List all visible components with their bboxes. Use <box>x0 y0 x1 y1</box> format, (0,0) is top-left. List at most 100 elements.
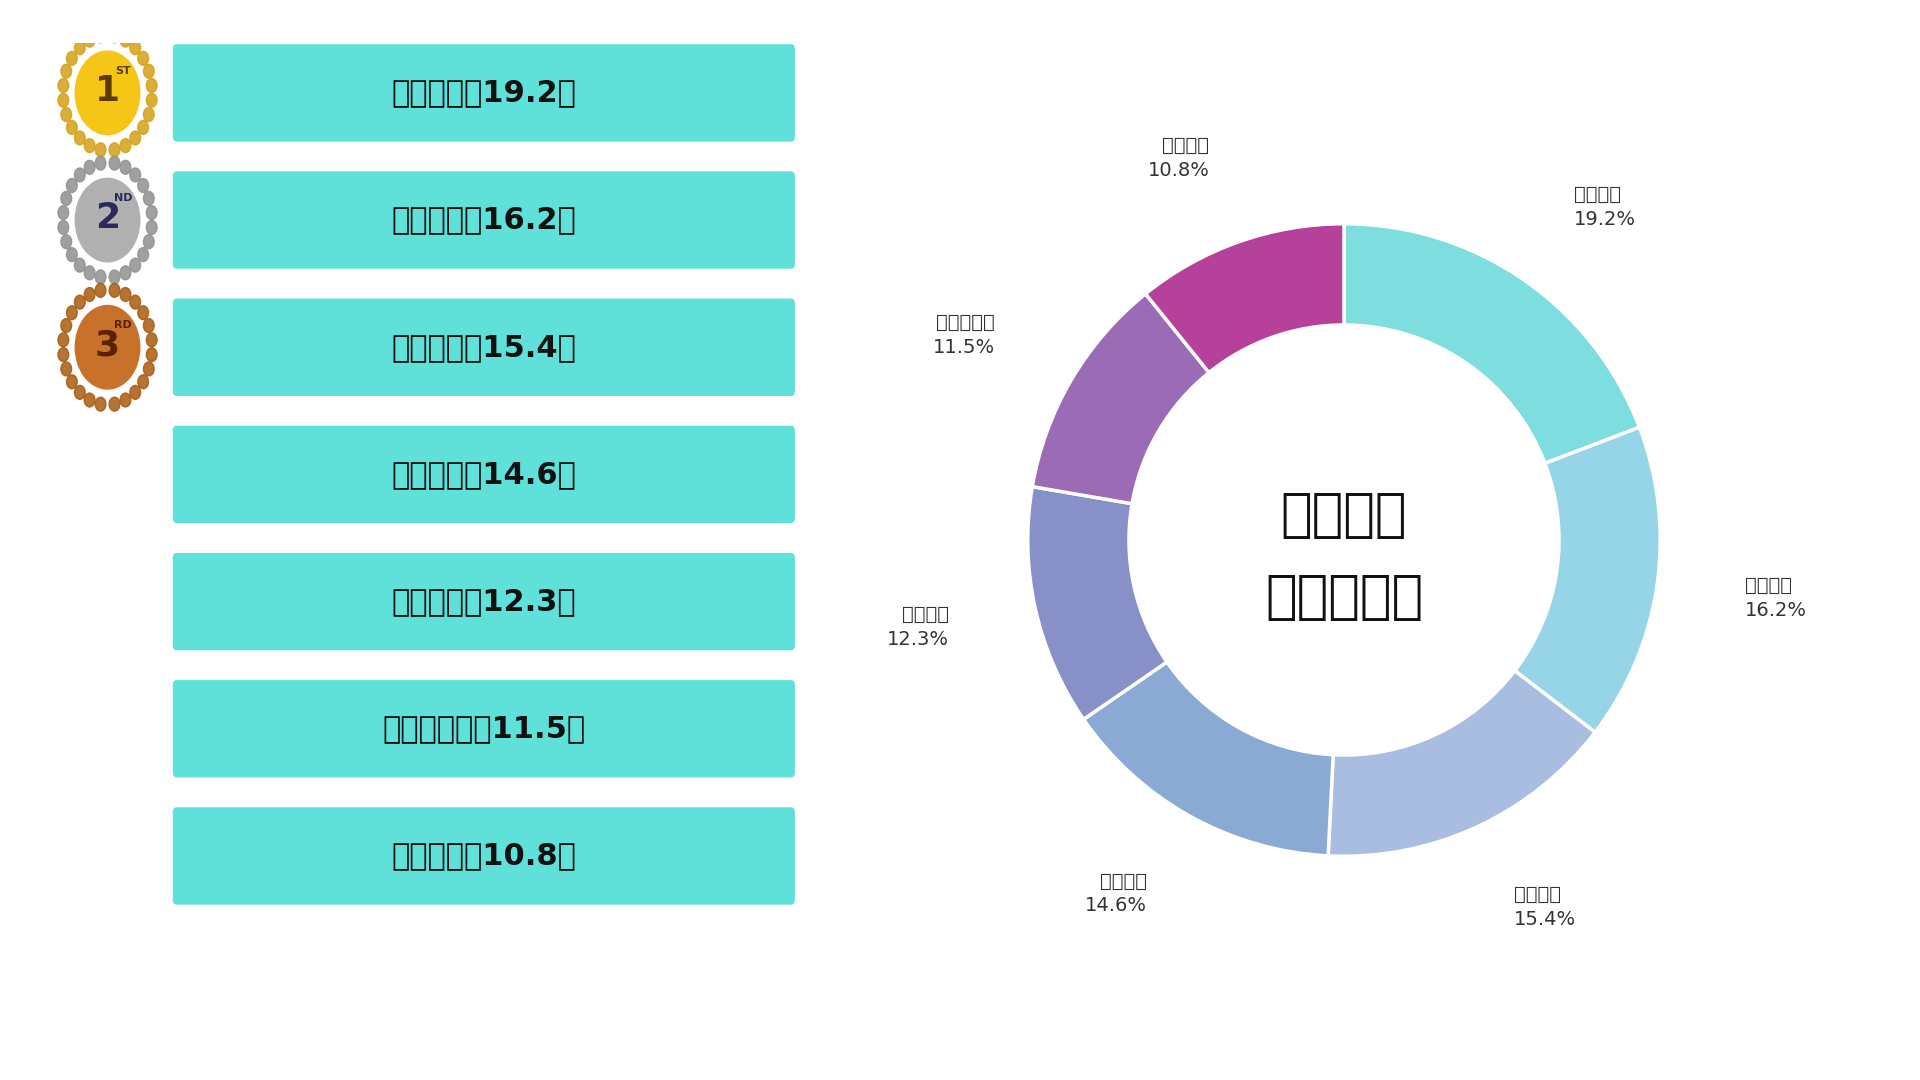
Text: RD: RD <box>113 321 132 330</box>
Circle shape <box>58 79 69 93</box>
Text: 教育問題
15.4%: 教育問題 15.4% <box>1515 886 1576 929</box>
Circle shape <box>146 205 157 219</box>
Circle shape <box>138 375 148 389</box>
Circle shape <box>61 64 71 78</box>
Circle shape <box>138 247 148 261</box>
Circle shape <box>146 348 157 362</box>
Circle shape <box>121 266 131 280</box>
Circle shape <box>109 397 119 411</box>
Wedge shape <box>1083 662 1332 855</box>
Circle shape <box>144 234 154 248</box>
Text: 地方創生　10.8％: 地方創生 10.8％ <box>392 841 576 870</box>
Circle shape <box>75 258 84 272</box>
Circle shape <box>75 295 84 309</box>
Circle shape <box>96 270 106 284</box>
FancyBboxPatch shape <box>173 807 795 905</box>
Text: 教育問題　15.4％: 教育問題 15.4％ <box>392 333 576 362</box>
Circle shape <box>138 121 148 134</box>
Text: 1: 1 <box>94 73 121 108</box>
Circle shape <box>75 168 84 181</box>
Circle shape <box>75 306 140 389</box>
Text: 環境問題
16.2%: 環境問題 16.2% <box>1745 577 1807 620</box>
Circle shape <box>84 33 94 48</box>
Text: 2: 2 <box>94 201 121 235</box>
Circle shape <box>84 287 94 301</box>
Circle shape <box>67 247 77 261</box>
Circle shape <box>144 191 154 205</box>
Circle shape <box>96 283 106 297</box>
FancyBboxPatch shape <box>173 426 795 523</box>
Circle shape <box>75 386 84 400</box>
Circle shape <box>109 143 119 157</box>
Circle shape <box>144 362 154 376</box>
Circle shape <box>61 319 71 333</box>
Circle shape <box>67 375 77 389</box>
Circle shape <box>146 220 157 234</box>
Text: 3: 3 <box>94 328 121 362</box>
FancyBboxPatch shape <box>173 172 795 269</box>
Circle shape <box>131 386 140 400</box>
Circle shape <box>58 348 69 362</box>
Circle shape <box>144 319 154 333</box>
Circle shape <box>96 157 106 170</box>
Circle shape <box>96 29 106 43</box>
Text: 社会問題: 社会問題 <box>1281 489 1407 541</box>
Circle shape <box>131 168 140 181</box>
Circle shape <box>146 93 157 107</box>
Circle shape <box>75 131 84 145</box>
Text: 貧困問題　19.2％: 貧困問題 19.2％ <box>392 79 576 107</box>
Circle shape <box>75 178 140 261</box>
Circle shape <box>121 287 131 301</box>
Circle shape <box>109 157 119 170</box>
Circle shape <box>121 393 131 407</box>
Wedge shape <box>1027 487 1167 719</box>
Circle shape <box>138 178 148 192</box>
Circle shape <box>146 79 157 93</box>
FancyBboxPatch shape <box>173 553 795 650</box>
Circle shape <box>58 93 69 107</box>
Circle shape <box>109 29 119 43</box>
Circle shape <box>121 138 131 152</box>
Circle shape <box>144 108 154 122</box>
Text: 貧困問題
19.2%: 貧困問題 19.2% <box>1574 185 1636 229</box>
Circle shape <box>75 41 84 55</box>
Circle shape <box>67 52 77 65</box>
Circle shape <box>84 138 94 152</box>
Circle shape <box>84 393 94 407</box>
Text: 環境問題　16.2％: 環境問題 16.2％ <box>392 205 576 234</box>
Wedge shape <box>1033 294 1210 503</box>
FancyBboxPatch shape <box>173 680 795 778</box>
Circle shape <box>61 362 71 376</box>
Wedge shape <box>1329 671 1596 856</box>
Text: ランキング: ランキング <box>1265 571 1423 623</box>
Text: 国際協力　14.6％: 国際協力 14.6％ <box>392 460 576 489</box>
Circle shape <box>67 306 77 320</box>
FancyBboxPatch shape <box>173 44 795 141</box>
Circle shape <box>96 397 106 411</box>
Circle shape <box>131 295 140 309</box>
Circle shape <box>61 234 71 248</box>
Text: ジェンダー　11.5％: ジェンダー 11.5％ <box>382 714 586 743</box>
Circle shape <box>75 51 140 135</box>
Circle shape <box>131 258 140 272</box>
Circle shape <box>138 306 148 320</box>
Circle shape <box>84 160 94 174</box>
Circle shape <box>121 160 131 174</box>
Circle shape <box>138 52 148 65</box>
Circle shape <box>131 41 140 55</box>
Circle shape <box>58 333 69 347</box>
Circle shape <box>67 121 77 134</box>
FancyBboxPatch shape <box>173 298 795 396</box>
Text: 福祉問題　12.3％: 福祉問題 12.3％ <box>392 588 576 616</box>
Circle shape <box>84 266 94 280</box>
Circle shape <box>109 283 119 297</box>
Circle shape <box>61 108 71 122</box>
Text: ND: ND <box>113 193 132 203</box>
Text: ST: ST <box>115 66 131 76</box>
Circle shape <box>146 333 157 347</box>
Circle shape <box>58 205 69 219</box>
Text: 福祉問題
12.3%: 福祉問題 12.3% <box>887 605 948 649</box>
Wedge shape <box>1344 224 1640 463</box>
Wedge shape <box>1146 224 1344 373</box>
Text: 国際協力
14.6%: 国際協力 14.6% <box>1085 872 1146 916</box>
